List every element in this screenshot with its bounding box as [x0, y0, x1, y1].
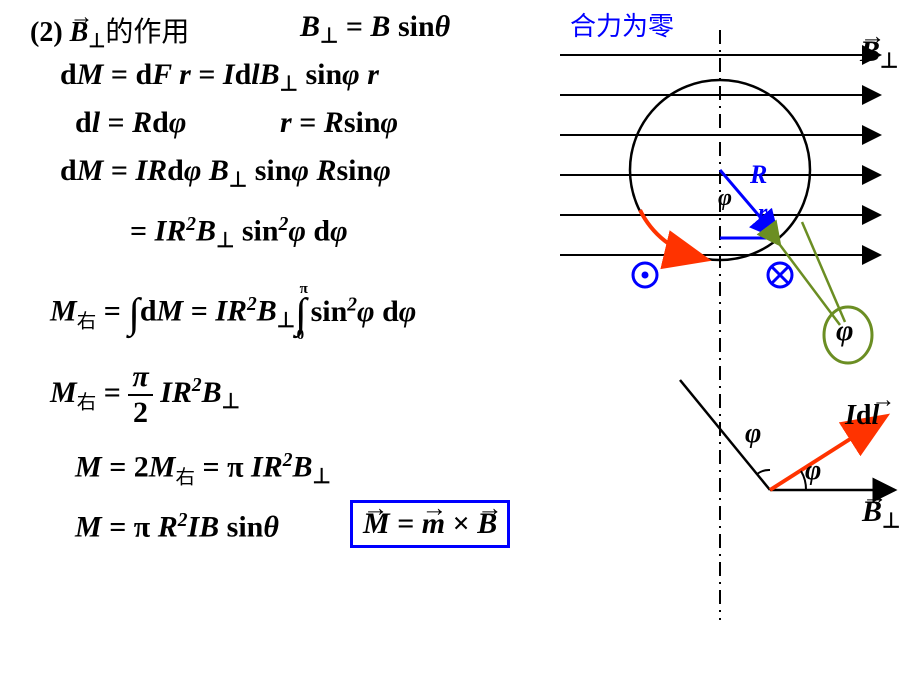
- r-label: r: [758, 200, 767, 227]
- arc-left: [640, 210, 700, 258]
- phi-pointer-1: [802, 222, 845, 322]
- idl-label: Idl: [845, 400, 879, 432]
- R-label: R: [750, 160, 767, 190]
- b-perp-label-bot: B⊥: [862, 495, 900, 533]
- phi-arc-upper: [757, 470, 770, 474]
- phi-callout-label: φ: [836, 314, 854, 348]
- phi-upper-label: φ: [745, 418, 761, 450]
- phi-lower-label: φ: [805, 455, 821, 487]
- diagram-svg: [0, 0, 920, 690]
- phi-center-label: φ: [718, 185, 732, 212]
- b-perp-label-top: B⊥: [860, 35, 898, 73]
